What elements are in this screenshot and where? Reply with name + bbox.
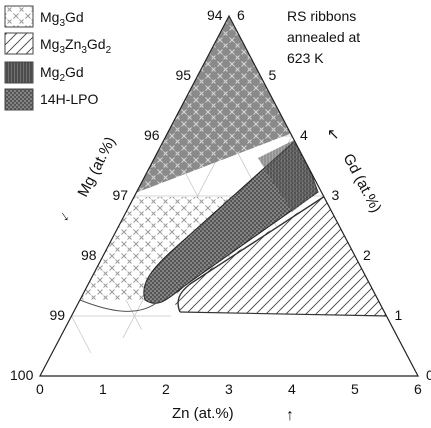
- mg-tick-label: 94: [207, 7, 223, 23]
- zn-tick-label: 4: [288, 381, 296, 397]
- gd-tick-label: 0: [426, 367, 431, 383]
- mg-tick-label: 98: [81, 247, 97, 263]
- legend-label-mg2gd: Mg2Gd: [40, 64, 84, 84]
- zn-tick-label: 5: [351, 381, 359, 397]
- gd-tick-label: 3: [332, 187, 340, 203]
- legend-swatch-mg2gd: [5, 62, 33, 83]
- zn-direction-arrow: ↑: [286, 407, 294, 424]
- mg-tick-label: 97: [113, 187, 129, 203]
- mg3zn3gd2-region-bottom: [40, 312, 418, 376]
- legend: Mg3Gd Mg3Zn3Gd2 Mg2Gd 14H-LPO: [5, 6, 112, 110]
- mg-tick-label: 96: [144, 127, 160, 143]
- legend-swatch-lpo: [5, 89, 33, 110]
- legend-swatch-mg3zn3gd2: [5, 33, 33, 54]
- gd-axis-label: Gd (at.%): [339, 151, 384, 216]
- gd-tick-label: 5: [269, 67, 277, 83]
- gd-tick-label: 2: [363, 247, 371, 263]
- legend-label-mg3zn3gd2: Mg3Zn3Gd2: [40, 36, 112, 56]
- legend-label-mg3gd: Mg3Gd: [40, 9, 84, 29]
- zn-tick-labels: 0 1 2 3 4 5 6: [36, 381, 422, 397]
- mg-tick-label: 100: [10, 367, 34, 383]
- mg-tick-label: 99: [50, 307, 66, 323]
- zn-tick-label: 2: [162, 381, 170, 397]
- legend-label-lpo: 14H-LPO: [40, 91, 98, 107]
- zn-tick-label: 6: [414, 381, 422, 397]
- mg-tick-label: 95: [176, 67, 192, 83]
- annotation-line-3: 623 K: [287, 50, 324, 66]
- annealing-annotation: RS ribbons annealed at 623 K: [287, 8, 360, 66]
- gd-tick-label: 4: [300, 127, 308, 143]
- annotation-line-2: annealed at: [287, 29, 360, 45]
- zn-axis-label: Zn (at.%): [172, 405, 234, 422]
- zn-tick-label: 1: [99, 381, 107, 397]
- gd-tick-label: 6: [237, 7, 245, 23]
- mg-direction-arrow: ↓: [57, 207, 73, 225]
- gd-tick-label: 1: [395, 307, 403, 323]
- annotation-line-1: RS ribbons: [287, 8, 356, 24]
- zn-tick-label: 3: [225, 381, 233, 397]
- zn-tick-label: 0: [36, 381, 44, 397]
- gd-direction-arrow: ↖: [327, 126, 340, 143]
- legend-swatch-mg3gd: [5, 6, 33, 27]
